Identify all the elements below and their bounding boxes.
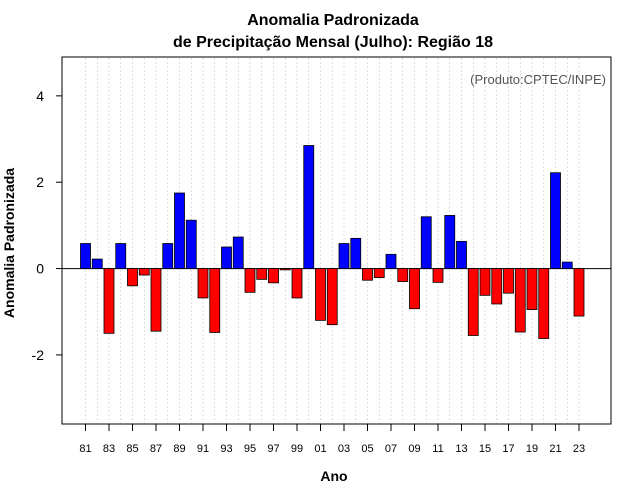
x-tick-label-07: 07 [385, 443, 397, 455]
bar-07 [385, 253, 397, 269]
x-tick-label-83: 83 [103, 443, 115, 455]
bar-90 [185, 219, 197, 269]
x-tick-label-85: 85 [126, 443, 138, 455]
bar-00 [303, 145, 315, 269]
bar-92 [209, 268, 221, 333]
bar-88 [162, 243, 174, 269]
x-tick-label-93: 93 [220, 443, 232, 455]
bar-86 [138, 268, 150, 276]
bar-89 [174, 192, 185, 269]
x-tick-label-15: 15 [479, 443, 491, 455]
y-axis-ticks: -2 0 2 4 [32, 88, 62, 363]
bar-87 [150, 268, 162, 332]
x-tick-label-05: 05 [361, 443, 373, 455]
bar-85 [127, 268, 138, 287]
x-tick-label-13: 13 [455, 443, 467, 455]
bar-91 [197, 268, 209, 299]
x-tick-label-19: 19 [526, 443, 538, 455]
bar-99 [291, 268, 303, 299]
bar-03 [338, 243, 350, 269]
bar-01 [315, 268, 326, 321]
chart-title-line1: Anomalia Padronizada [247, 12, 419, 29]
x-axis-ticks: 81 83 85 87 89 91 93 95 97 99 01 03 05 07 09 11 13 15 17 19… [79, 424, 585, 455]
bar-08 [397, 268, 409, 282]
bar-17 [503, 268, 514, 294]
y-tick-label-0: 0 [36, 261, 44, 277]
bar-98 [279, 268, 291, 271]
bar-16 [491, 268, 503, 305]
x-tick-label-87: 87 [150, 443, 162, 455]
x-tick-label-09: 09 [408, 443, 420, 455]
x-tick-label-99: 99 [291, 443, 303, 455]
y-tick-label--2: -2 [32, 347, 45, 363]
bar-18 [514, 268, 526, 333]
bar-05 [362, 268, 373, 281]
y-axis-title: Anomalia Padronizada [1, 168, 17, 318]
x-tick-label-21: 21 [549, 443, 561, 455]
y-tick-label-2: 2 [36, 174, 44, 190]
bar-12 [444, 215, 456, 269]
bar-94 [232, 236, 244, 269]
bar-09 [409, 268, 420, 310]
bar-10 [420, 216, 432, 269]
plot-frame [61, 56, 612, 425]
bar-96 [256, 268, 268, 280]
bar-97 [268, 268, 279, 284]
x-tick-label-01: 01 [314, 443, 326, 455]
bar-20 [538, 268, 550, 339]
bar-82 [91, 258, 103, 269]
bar-83 [103, 268, 115, 334]
bar-81 [80, 243, 91, 269]
bar-23 [573, 268, 585, 317]
chart-title-line2: de Precipitação Mensal (Julho): Região 1… [173, 34, 493, 51]
x-tick-label-03: 03 [338, 443, 350, 455]
bar-14 [467, 268, 479, 336]
x-tick-label-11: 11 [432, 443, 443, 455]
grid-lines [85, 58, 580, 423]
x-tick-label-95: 95 [244, 443, 256, 455]
bar-06 [373, 268, 385, 279]
bar-13 [456, 240, 467, 269]
x-tick-label-17: 17 [502, 443, 514, 455]
bar-04 [350, 237, 362, 269]
bar-93 [221, 246, 232, 269]
bar-21 [550, 172, 561, 269]
x-axis-title: Ano [320, 468, 347, 484]
y-tick-label-4: 4 [36, 88, 44, 104]
bar-22 [561, 261, 573, 269]
bar-84 [115, 243, 127, 269]
bar-95 [244, 268, 256, 293]
bar-02 [326, 268, 338, 326]
x-tick-label-97: 97 [267, 443, 279, 455]
bar-15 [479, 268, 491, 296]
bar-11 [432, 268, 444, 283]
credit-label: (Produto:CPTEC/INPE) [470, 72, 606, 87]
x-tick-label-91: 91 [197, 443, 209, 455]
x-tick-label-89: 89 [173, 443, 185, 455]
x-tick-label-23: 23 [573, 443, 585, 455]
x-tick-label-81: 81 [79, 443, 91, 455]
bar-19 [526, 268, 538, 310]
bars [80, 145, 585, 339]
